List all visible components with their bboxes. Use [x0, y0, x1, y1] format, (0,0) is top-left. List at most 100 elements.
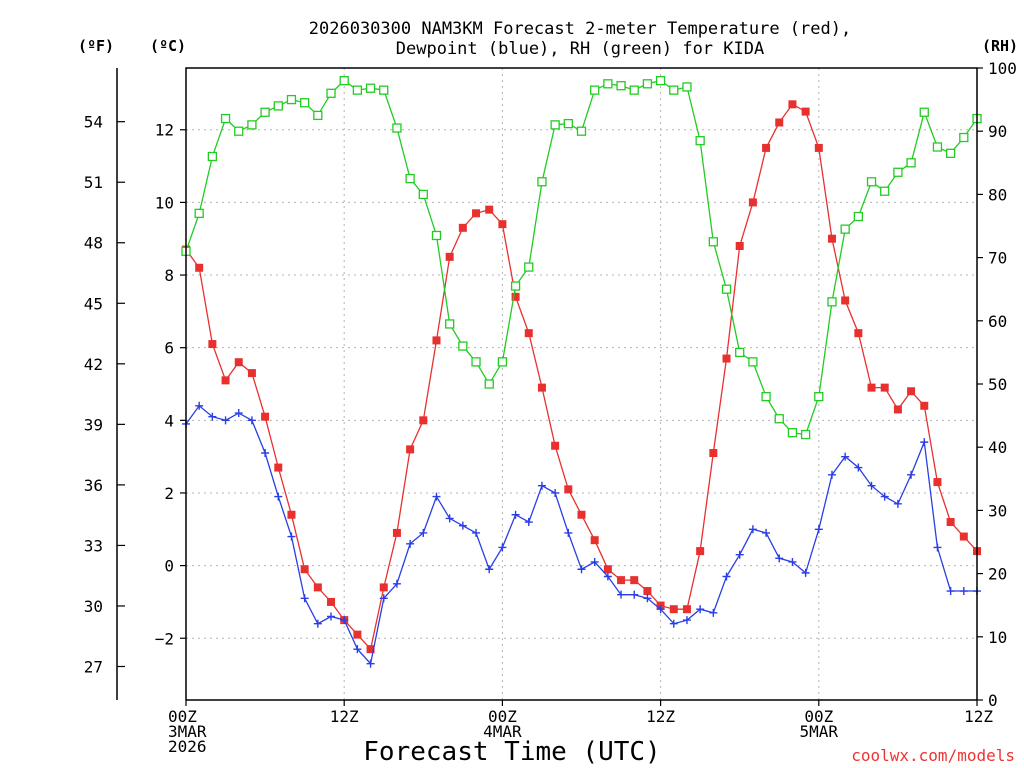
temperature-point — [564, 485, 573, 494]
dewpoint-point — [841, 452, 850, 461]
rh-point — [827, 297, 837, 307]
rh-point — [418, 189, 428, 200]
fahrenheit-tick-label: 36 — [84, 476, 103, 495]
dewpoint-point — [564, 528, 573, 537]
temperature-point — [406, 445, 415, 454]
dewpoint-point — [867, 481, 876, 490]
dewpoint-point — [748, 525, 757, 534]
rh-point — [458, 341, 468, 351]
dewpoint-point — [801, 568, 810, 577]
rh-point — [735, 347, 745, 358]
dewpoint-point — [854, 463, 863, 472]
fahrenheit-tick-label: 27 — [84, 658, 103, 677]
rh-point — [234, 126, 244, 136]
rh-tick-label: 0 — [988, 691, 998, 710]
rh-point — [761, 391, 771, 402]
rh-point — [906, 158, 916, 168]
rh-point — [392, 123, 402, 133]
dewpoint-point — [682, 616, 691, 625]
temperature-point — [379, 583, 388, 592]
dewpoint-point — [959, 587, 968, 596]
rh-point — [339, 75, 349, 86]
rh-tick-label: 60 — [988, 312, 1007, 331]
rh-axis: 0 10 20 30 40 50 60 70 80 90 100 — [977, 59, 1017, 710]
time-tick-label-line: 12Z — [964, 707, 993, 726]
rh-point — [273, 101, 283, 111]
fahrenheit-tick-label: 51 — [84, 173, 103, 192]
temperature-point — [366, 645, 375, 654]
dewpoint-point — [432, 492, 441, 501]
dewpoint-point — [814, 525, 823, 534]
temperature-point — [669, 605, 678, 614]
dewpoint-point — [946, 587, 955, 596]
temperature-point — [313, 583, 322, 592]
dewpoint-point — [366, 659, 375, 668]
time-tick-label: 00Z 3MAR 2026 — [168, 707, 207, 756]
rh-point — [959, 132, 969, 143]
gridlines — [186, 68, 977, 700]
rh-point — [682, 82, 692, 92]
rh-tick-label: 70 — [988, 249, 1007, 268]
rh-point — [510, 281, 521, 291]
dewpoint-point — [445, 514, 454, 523]
time-tick-label-line: 3MAR — [168, 722, 207, 741]
dewpoint-point — [577, 565, 586, 574]
dewpoint-point — [458, 521, 467, 530]
dewpoint-point — [696, 605, 705, 614]
rh-point — [800, 429, 811, 440]
time-tick-label-line: 4MAR — [483, 722, 522, 741]
time-tick-label: 00Z 4MAR — [483, 707, 522, 741]
rh-point — [840, 224, 850, 234]
chart-title-line-1: 2026030300 NAM3KM Forecast 2-meter Tempe… — [309, 19, 851, 39]
temperature-point — [498, 220, 507, 229]
dewpoint-point — [920, 438, 929, 447]
temperature-point — [419, 416, 428, 425]
rh-point — [537, 177, 547, 187]
dewpoint-point — [880, 492, 889, 501]
rh-point — [787, 428, 798, 438]
temperature-point — [221, 376, 230, 385]
rh-point — [524, 262, 534, 272]
dewpoint-point — [762, 528, 771, 537]
dewpoint-point — [617, 590, 626, 599]
temperature-point — [907, 387, 916, 396]
fahrenheit-tick-label: 54 — [84, 113, 103, 132]
dewpoint-point — [221, 416, 230, 425]
celsius-tick-label: −2 — [155, 629, 174, 648]
temperature-point — [722, 354, 731, 363]
rh-point — [299, 98, 310, 108]
time-tick-label-line: 00Z — [168, 707, 197, 726]
temperature-point — [524, 329, 533, 338]
temperature-point — [696, 547, 705, 556]
time-tick-label-line: 00Z — [804, 707, 833, 726]
temperature-point — [472, 209, 481, 218]
rh-tick-label: 20 — [988, 565, 1007, 584]
rh-point — [471, 357, 481, 367]
rh-point — [695, 136, 705, 146]
rh-point — [945, 148, 956, 158]
temperature-series — [182, 100, 981, 654]
rh-point — [853, 211, 863, 222]
temperature-point — [933, 478, 942, 487]
dewpoint-point — [379, 594, 388, 603]
rh-point — [379, 85, 389, 95]
time-tick-label: 12Z — [964, 707, 993, 726]
rh-point — [748, 357, 758, 367]
dewpoint-point — [340, 616, 349, 625]
temperature-point — [867, 383, 876, 392]
rh-tick-label: 40 — [988, 438, 1007, 457]
temperature-point — [775, 118, 784, 127]
rh-point — [721, 284, 732, 294]
chart-title-line-2: Dewpoint (blue), RH (green) for KIDA — [396, 39, 764, 59]
data-series — [181, 75, 982, 668]
rh-point — [497, 357, 508, 367]
fahrenheit-tick-label: 48 — [84, 234, 103, 253]
rh-point — [603, 79, 613, 89]
rh-point — [893, 167, 903, 177]
temperature-point — [195, 263, 204, 272]
dewpoint-point — [603, 572, 612, 581]
temperature-point — [630, 576, 639, 585]
time-tick-label-line: 00Z — [488, 707, 517, 726]
